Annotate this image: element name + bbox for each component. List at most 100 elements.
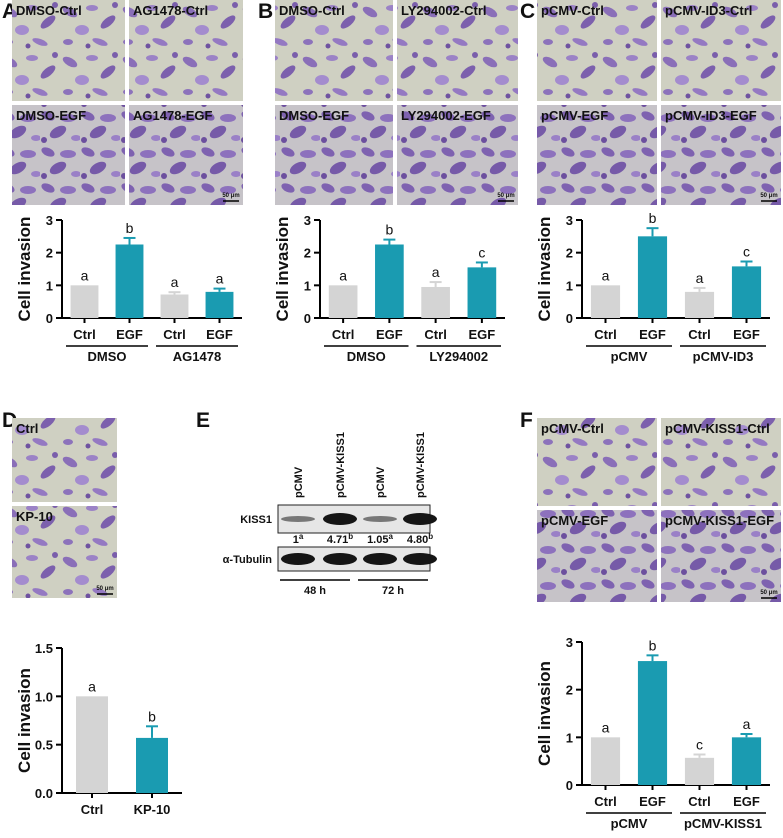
y-tick-label: 2 (566, 246, 573, 261)
bar (731, 737, 762, 785)
micrograph (661, 105, 781, 205)
y-tick-label: 3 (566, 635, 573, 650)
x-tick-label: EGF (376, 327, 403, 342)
x-tick-label: EGF (116, 327, 143, 342)
y-tick-label: 0 (566, 311, 573, 326)
group-label: pCMV-ID3 (693, 349, 754, 364)
blot-band (363, 553, 397, 565)
group-label: DMSO (88, 349, 127, 364)
band-quantification: 4.80b (407, 532, 433, 546)
image-caption: pCMV-KISS1-Ctrl (665, 421, 770, 436)
x-tick-label: Ctrl (73, 327, 95, 342)
y-tick-label: 0 (566, 778, 573, 793)
bar (590, 737, 621, 785)
micrograph (12, 418, 117, 502)
micrograph (537, 418, 657, 506)
micrograph (397, 105, 518, 205)
lane-label: pCMV (293, 466, 305, 498)
micrograph (661, 418, 781, 506)
image-caption: LY294002-Ctrl (401, 3, 487, 18)
y-tick-label: 1 (304, 278, 311, 293)
image-caption: AG1478-Ctrl (133, 3, 208, 18)
y-tick-label: 0 (46, 311, 53, 326)
bar (136, 737, 168, 793)
bar (70, 285, 99, 318)
y-tick-label: 3 (304, 213, 311, 228)
bar (328, 285, 358, 318)
image-caption: DMSO-Ctrl (16, 3, 82, 18)
significance-letter: a (602, 267, 610, 283)
significance-letter: b (649, 637, 657, 653)
micrograph (129, 0, 243, 101)
significance-letter: b (126, 220, 134, 236)
bar (160, 294, 189, 318)
image-caption: pCMV-Ctrl (541, 421, 604, 436)
scale-bar-label: 50 μm (96, 586, 113, 592)
time-label: 72 h (382, 585, 404, 597)
y-tick-label: 2 (304, 246, 311, 261)
significance-letter: b (148, 708, 156, 724)
panel-letter: B (258, 0, 273, 23)
band-quantification: 1a (293, 532, 304, 546)
micrograph (537, 105, 657, 205)
y-tick-label: 1 (46, 278, 53, 293)
significance-letter: b (649, 210, 657, 226)
image-caption: KP-10 (16, 509, 53, 524)
x-tick-label: EGF (733, 794, 760, 809)
significance-letter: c (696, 736, 703, 752)
y-tick-label: 1.0 (35, 689, 53, 704)
group-label: AG1478 (173, 349, 221, 364)
x-tick-label: EGF (469, 327, 496, 342)
bar (684, 757, 715, 785)
blot-band (281, 516, 315, 522)
x-tick-label: Ctrl (163, 327, 185, 342)
panel-letter: C (520, 0, 535, 23)
group-label: LY294002 (429, 349, 488, 364)
x-tick-label: Ctrl (594, 794, 616, 809)
image-caption: pCMV-KISS1-EGF (665, 513, 774, 528)
blot-row-label: α-Tubulin (223, 554, 273, 566)
y-tick-label: 2 (566, 683, 573, 698)
bar (637, 236, 668, 318)
micrograph (275, 105, 393, 205)
significance-letter: a (171, 274, 179, 290)
x-tick-label: Ctrl (424, 327, 446, 342)
x-tick-label: Ctrl (594, 327, 616, 342)
y-axis-label: Cell invasion (15, 217, 34, 322)
group-label: pCMV-KISS1 (684, 816, 762, 831)
bar (205, 291, 234, 318)
micrograph (537, 510, 657, 602)
micrograph (129, 105, 243, 205)
significance-letter: a (432, 264, 440, 280)
image-caption: DMSO-EGF (16, 108, 86, 123)
y-tick-label: 0 (304, 311, 311, 326)
micrograph (275, 0, 393, 101)
lane-label: pCMV-KISS1 (335, 432, 347, 498)
x-tick-label: EGF (206, 327, 233, 342)
y-tick-label: 3 (566, 213, 573, 228)
panel-letter: E (196, 409, 210, 432)
image-caption: pCMV-EGF (541, 513, 608, 528)
scale-bar-label: 50 μm (222, 193, 239, 199)
micrograph (12, 506, 117, 598)
micrograph (537, 0, 657, 101)
bar (421, 286, 450, 318)
y-tick-label: 3 (46, 213, 53, 228)
significance-letter: c (743, 243, 750, 259)
y-axis-label: Cell invasion (535, 217, 554, 322)
band-quantification: 1.05a (367, 532, 393, 546)
image-caption: pCMV-EGF (541, 108, 608, 123)
x-tick-label: EGF (639, 794, 666, 809)
y-tick-label: 0.0 (35, 786, 53, 801)
significance-letter: c (478, 244, 485, 260)
image-caption: AG1478-EGF (133, 108, 213, 123)
y-axis-label: Cell invasion (535, 661, 554, 766)
significance-letter: a (743, 716, 751, 732)
image-caption: pCMV-ID3-EGF (665, 108, 757, 123)
bar (590, 285, 621, 318)
significance-letter: a (339, 267, 347, 283)
blot-row-label: KISS1 (240, 514, 272, 526)
y-axis-label: Cell invasion (273, 217, 292, 322)
bar (375, 244, 404, 318)
